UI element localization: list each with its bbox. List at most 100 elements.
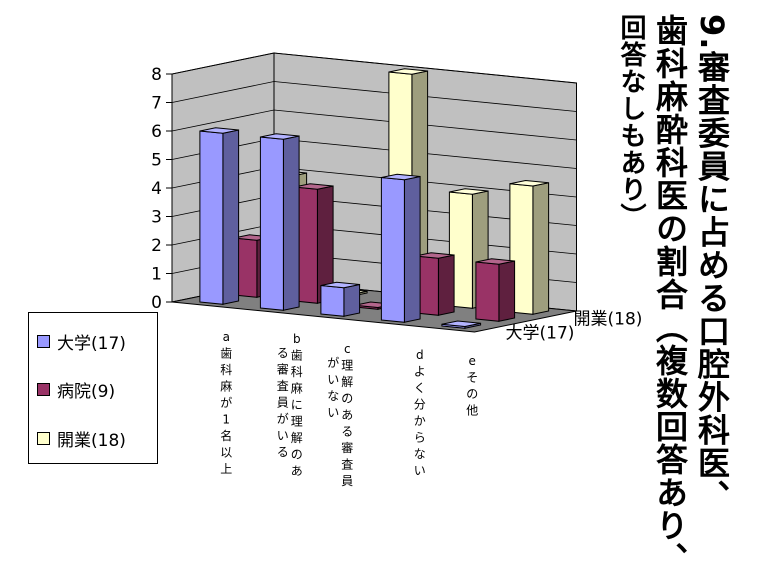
x-tick-label-char: 員 [277,396,289,410]
x-tick-label-char: い [327,373,339,387]
x-tick-label-char: a [223,330,230,344]
bar-side [403,175,421,323]
legend-entry-kaigyo: 開業(18) [37,426,126,451]
x-tick-label-char: 査 [277,379,289,393]
legend-swatch-daigaku [37,334,50,348]
depth-axis-label: 大学(17) [506,324,575,344]
chart-title-line-3: 回答なしもあり） [616,14,646,230]
x-tick-label-char: 名 [220,428,232,443]
gridline [171,52,577,84]
x-tick-label-char: る [277,445,289,459]
x-tick-label-char: よ [414,365,426,379]
x-tick-label-char: 科 [291,365,303,379]
x-tick-label-char: 麻 [291,381,303,396]
gridline [171,81,577,112]
x-tick-label-char: 分 [414,398,426,412]
x-tick-label-char: が [327,355,339,370]
y-tick-label: 7 [151,94,162,114]
x-tick-label-char: く [414,381,426,395]
x-tick-label-char: 員 [341,474,353,488]
x-tick-label: eその他eその他 [466,354,478,418]
x-tick-label-char: 麻 [220,379,232,394]
legend-entry-daigaku: 大学(17) [37,329,126,354]
bar-side [498,260,516,322]
x-tick-label-char: 歯 [291,349,303,363]
x-tick-label-char: の [466,387,478,401]
x-tick-label-char: 科 [220,363,232,377]
x-tick-label-char: 理 [341,359,353,373]
x-tick-label-char: e [469,354,476,368]
y-tick-label: 4 [151,179,162,199]
y-tick-label: 3 [151,208,162,228]
bar [320,284,345,317]
x-tick-label-char: 他 [466,404,478,418]
x-tick-label-char: に [291,398,303,412]
x-tick-label: a歯科麻が1名以上a歯科麻が1名以上 [220,330,232,476]
x-tick-label: c理解のある審査員がいないc理解のある審査員がいない [327,342,353,488]
bar-top [509,179,549,187]
legend-entry-byoin: 病院(9) [37,377,116,402]
x-tick-label-char: 解 [291,431,303,445]
chart-title-line-1: 9.審査委員に占める口腔外科医、 [693,14,731,513]
bar-top [381,173,421,181]
y-tick-label: 0 [151,293,162,313]
gridline [171,109,577,141]
x-tick-label-char: が [220,395,232,410]
y-tick-label: 5 [151,151,162,171]
bar-side [343,283,361,317]
x-tick-label-char: 解 [341,375,353,389]
bar-top [294,183,334,190]
bar-top [320,281,360,289]
legend-label-kaigyo: 開業(18) [57,430,126,451]
x-tick-label-char: 上 [220,462,232,476]
chart: 012345678大学(17)開業(18)a歯科麻が1名以上a歯科麻が1名以上b… [151,52,643,488]
chart-title-line-2: 歯科麻酔科医の割合（複数回答あり、 [651,14,689,575]
x-tick-label: dよく分からないdよく分からない [414,348,426,478]
bar-side [282,135,300,311]
depth-axis-label: 開業(18) [574,310,643,330]
bar-top [415,252,455,259]
x-tick-label-char: 審 [277,362,289,377]
x-tick-label-char: 1 [222,413,230,427]
y-tick-label: 8 [151,65,162,85]
x-tick-label-char: の [341,392,353,406]
x-tick-label-char: か [414,414,426,428]
x-tick-label-char: が [277,411,289,426]
legend-label-daigaku: 大学(17) [57,333,126,354]
bar [475,261,500,322]
x-tick-label-char: 理 [291,415,303,429]
x-tick-label-char: い [277,429,289,443]
x-tick-label-char: そ [466,371,478,385]
x-tick-label-char: い [327,406,339,420]
y-tick-label: 1 [151,265,162,285]
x-tick-label-char: い [414,464,426,478]
bar-side [437,254,455,316]
x-tick-label-char: ら [414,431,426,445]
bar-top [449,188,489,195]
legend: 大学(17) 病院(9) 開業(18) [28,312,158,464]
bar-side [532,182,550,315]
legend-swatch-kaigyo [37,431,50,445]
x-tick-label-char: d [416,348,424,362]
bar-top [441,320,481,328]
bar [380,176,405,323]
bar [199,130,224,305]
x-tick-label-char: c [344,342,351,356]
x-tick-label-char: な [327,389,339,403]
bar [259,136,284,311]
legend-swatch-byoin [37,382,50,396]
x-tick-label-char: b [293,332,301,346]
x-tick-label-char: 査 [341,458,353,472]
x-tick-label-char: 審 [341,440,353,455]
x-tick-label-char: の [291,448,303,462]
y-tick-label: 6 [151,122,162,142]
legend-label-byoin: 病院(9) [57,381,116,402]
x-tick-label-char: る [277,346,289,360]
bar-top [260,133,300,140]
x-tick-label-char: な [414,447,426,461]
x-tick-label: b歯科麻に理解のある審査員がいるb歯科麻に理解のある審査員がいる [277,332,303,478]
x-tick-label-char: 以 [220,446,232,460]
bar-top [388,68,428,75]
bar-top [475,258,515,265]
x-tick-label-char: 歯 [220,347,232,361]
